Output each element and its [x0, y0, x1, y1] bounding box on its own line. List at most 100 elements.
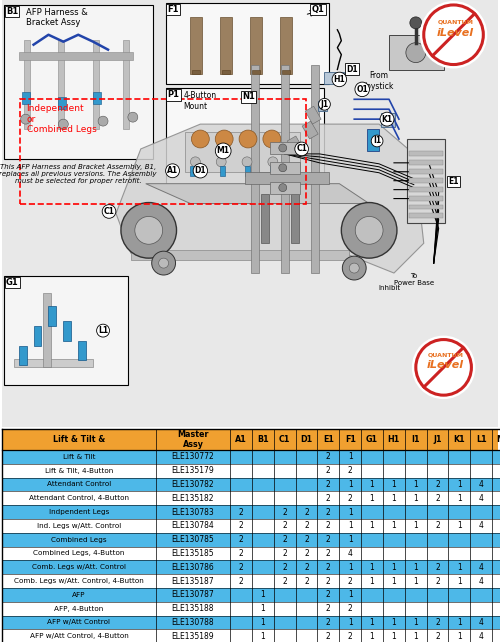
Text: 4-Button
Mount: 4-Button Mount: [184, 91, 216, 110]
Text: C1: C1: [104, 207, 115, 216]
Bar: [93, 92, 101, 104]
Text: To
Power Base: To Power Base: [394, 273, 434, 286]
Bar: [2, 560, 500, 574]
Bar: [2, 616, 500, 629]
Bar: [2, 464, 500, 478]
Bar: [58, 40, 64, 129]
Text: 2: 2: [282, 535, 287, 544]
Text: L1: L1: [476, 435, 486, 444]
Text: ELE130783: ELE130783: [172, 508, 214, 517]
Text: Independent
or
Combined Legs: Independent or Combined Legs: [26, 104, 96, 134]
Text: I1: I1: [412, 435, 420, 444]
Text: 2: 2: [326, 453, 330, 462]
Bar: [2, 505, 500, 519]
Bar: [190, 166, 196, 176]
Circle shape: [420, 1, 488, 69]
Bar: [2, 602, 500, 616]
Text: 1: 1: [348, 618, 352, 627]
Text: 2: 2: [435, 563, 440, 572]
Circle shape: [416, 340, 472, 395]
Bar: [282, 71, 290, 74]
Text: D1: D1: [194, 166, 206, 175]
Circle shape: [263, 130, 281, 148]
Polygon shape: [116, 124, 424, 273]
Text: N1: N1: [242, 92, 255, 101]
Text: 1: 1: [370, 618, 374, 627]
Bar: [2, 478, 500, 491]
Text: 2: 2: [304, 535, 309, 544]
Text: C1: C1: [296, 144, 307, 153]
Text: 2: 2: [348, 577, 352, 586]
Text: 2: 2: [326, 563, 330, 572]
Text: Combined Legs: Combined Legs: [51, 537, 106, 542]
Text: E1: E1: [323, 435, 334, 444]
Text: 2: 2: [238, 563, 244, 572]
Text: iLevel: iLevel: [427, 360, 464, 370]
Text: AFP, 4-Button: AFP, 4-Button: [54, 605, 104, 612]
Text: ELE130782: ELE130782: [172, 480, 214, 489]
Text: 2: 2: [435, 521, 440, 530]
Text: 4: 4: [478, 618, 484, 627]
Bar: [58, 98, 66, 109]
Bar: [166, 89, 324, 184]
Bar: [190, 17, 202, 74]
Text: 4: 4: [478, 632, 484, 641]
Text: M1: M1: [216, 146, 230, 155]
Bar: [34, 325, 42, 345]
Text: 1: 1: [414, 577, 418, 586]
Circle shape: [190, 157, 200, 167]
Text: 2: 2: [348, 632, 352, 641]
Bar: [24, 40, 30, 129]
Text: ELE135188: ELE135188: [172, 604, 214, 613]
Text: Comb. Legs w/Att. Control, 4-Button: Comb. Legs w/Att. Control, 4-Button: [14, 578, 144, 584]
Text: 1: 1: [457, 563, 462, 572]
Text: 2: 2: [326, 535, 330, 544]
Text: D1: D1: [346, 65, 358, 74]
Text: 4: 4: [478, 494, 484, 503]
Text: 1: 1: [370, 632, 374, 641]
Circle shape: [128, 112, 138, 122]
Circle shape: [215, 130, 233, 148]
Bar: [287, 136, 304, 154]
Text: 2: 2: [326, 632, 330, 641]
Text: 4: 4: [478, 563, 484, 572]
Text: 2: 2: [435, 577, 440, 586]
Bar: [2, 629, 500, 642]
Text: E1: E1: [448, 177, 459, 186]
Text: QUANTUM: QUANTUM: [438, 20, 474, 25]
Text: 4: 4: [478, 577, 484, 586]
Text: 2: 2: [435, 494, 440, 503]
Text: 1: 1: [414, 618, 418, 627]
Text: 1: 1: [392, 494, 396, 503]
Text: 1: 1: [348, 453, 352, 462]
Bar: [270, 182, 300, 194]
Bar: [281, 65, 288, 273]
Text: 2: 2: [304, 563, 309, 572]
Text: 1: 1: [392, 480, 396, 489]
Text: 1: 1: [392, 577, 396, 586]
Text: H1: H1: [388, 435, 400, 444]
Text: 2: 2: [326, 521, 330, 530]
Bar: [407, 139, 445, 223]
Text: 4: 4: [478, 521, 484, 530]
Bar: [2, 519, 500, 533]
Text: 2: 2: [435, 618, 440, 627]
Bar: [305, 106, 321, 124]
Bar: [409, 205, 442, 209]
Bar: [270, 142, 300, 154]
Text: 2: 2: [326, 591, 330, 600]
Text: F1: F1: [345, 435, 356, 444]
Text: J1: J1: [433, 435, 442, 444]
Text: 2: 2: [282, 563, 287, 572]
Text: 2: 2: [238, 521, 244, 530]
Circle shape: [342, 256, 366, 280]
Text: 2: 2: [238, 549, 244, 558]
Text: 2: 2: [282, 508, 287, 517]
Circle shape: [192, 130, 210, 148]
Circle shape: [279, 144, 286, 152]
Circle shape: [135, 216, 162, 244]
Bar: [222, 71, 230, 74]
Circle shape: [58, 119, 68, 129]
Bar: [18, 51, 133, 60]
Text: 1: 1: [348, 480, 352, 489]
